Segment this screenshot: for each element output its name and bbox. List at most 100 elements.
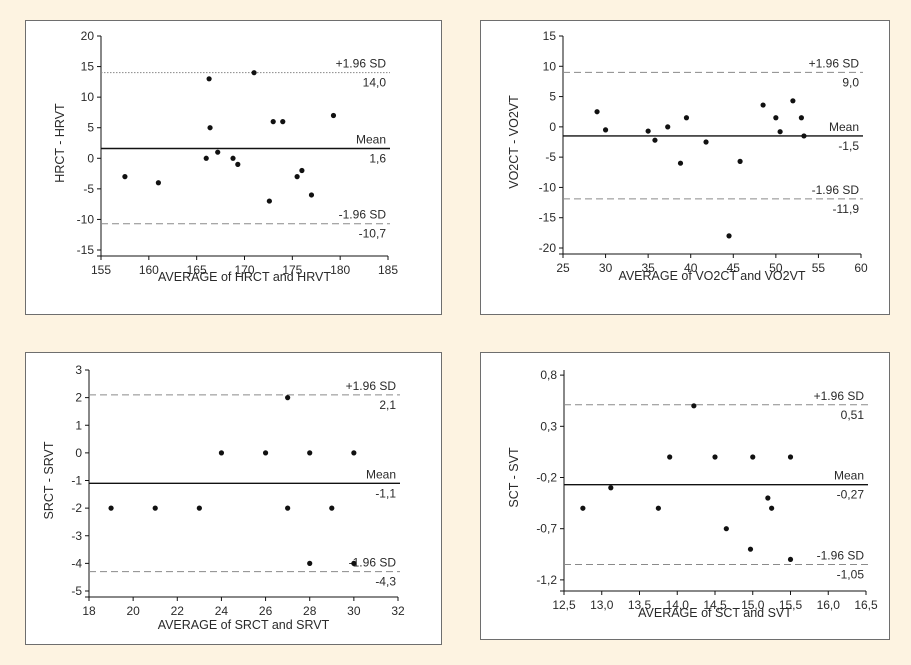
y-tick-label: -1,2 [536,573,557,587]
data-point [594,109,600,115]
data-point [602,127,609,133]
y-tick-label: -2 [71,501,82,515]
data-point [266,198,272,204]
data-point [108,505,114,511]
x-tick-label: 13,0 [590,598,614,612]
data-point [155,180,161,186]
data-point [790,98,796,104]
data-point [329,505,335,511]
y-tick-label: 0 [87,151,94,165]
y-tick-label: -0,2 [536,471,557,485]
x-axis-label: AVERAGE of SRCT and SRVT [158,618,330,632]
x-tick-label: 55 [812,261,826,275]
data-point [152,505,158,511]
reference-line-value-0: 2,1 [379,398,396,412]
panel-hr: 20 15 10 5 0 -5 -10 -15 155 160 165 170 175 180 185 +1.… [25,20,442,315]
reference-line-name-1: Mean [829,120,859,134]
x-tick-label: 26 [259,604,273,618]
data-point [196,505,202,511]
x-tick-label: 165 [187,263,207,277]
y-tick-label: -1 [71,474,82,488]
y-tick-label: 0,3 [540,419,557,433]
data-point [203,155,209,161]
x-tick-label: 50 [769,261,783,275]
reference-line-name-0: +1.96 SD [346,379,397,393]
data-point [351,450,357,456]
y-axis-label: SCT - SVT [507,447,521,508]
data-point [645,128,651,134]
reference-line-value-0: 14,0 [363,76,387,90]
data-point [712,454,718,460]
y-tick-label: -3 [71,529,82,543]
data-point [655,505,661,511]
y-tick-label: 3 [75,363,82,377]
data-point [765,495,771,501]
reference-line-value-1: -1,5 [838,139,859,153]
data-point [330,112,337,119]
y-tick-label: 20 [81,29,95,43]
reference-line-value-2: -11,9 [833,202,860,216]
x-tick-label: 185 [378,263,398,277]
data-point [703,139,709,145]
data-point [307,450,313,456]
panel-sr: 3 2 1 0 -1 -2 -3 -4 -5 18 20 22 24 26 28 30 32 +1.96 SD 2,… [25,352,442,645]
data-point [270,119,276,125]
reference-line-value-0: 9,0 [842,75,859,89]
x-axis-label: AVERAGE of HRCT and HRVT [158,270,331,284]
data-point [652,137,658,143]
data-point [726,233,732,239]
data-point [294,174,300,180]
x-tick-label: 20 [126,604,140,618]
data-point [667,454,673,460]
reference-line-name-0: +1.96 SD [809,56,860,70]
data-point [760,102,766,108]
data-point [207,125,213,131]
y-tick-label: 10 [81,90,95,104]
data-point [769,505,775,511]
data-point [608,485,614,491]
x-tick-label: 170 [234,263,254,277]
x-tick-label: 35 [641,261,655,275]
y-tick-label: 5 [87,121,94,135]
x-tick-label: 16,0 [817,598,841,612]
y-tick-label: 15 [81,60,95,74]
data-point [215,149,221,155]
x-tick-label: 15,0 [741,598,765,612]
x-tick-label: 25 [556,261,570,275]
x-tick-label: 40 [684,261,698,275]
data-point [251,70,257,76]
data-point [691,403,697,409]
x-tick-label: 180 [330,263,350,277]
x-tick-label: 15,5 [779,598,803,612]
data-point [737,158,743,164]
y-axis-label: VO2CT - VO2VT [507,95,521,189]
data-point [235,161,241,167]
y-tick-label: 0 [549,120,556,134]
x-tick-label: 45 [727,261,741,275]
data-point [308,192,315,198]
chart-hr: 20 15 10 5 0 -5 -10 -15 155 160 165 170 175 180 185 +1.… [53,29,398,284]
y-tick-label: 0,8 [540,368,557,382]
x-axis-label: AVERAGE of VO2CT and VO2VT [618,269,805,283]
y-axis-label: SRCT - SRVT [42,441,56,519]
reference-line-value-1: 1,6 [369,152,386,166]
x-tick-label: 32 [391,604,405,618]
y-tick-label: 15 [543,29,557,43]
reference-line-value-2: -1,05 [837,568,865,582]
data-point [280,119,286,125]
reference-line-name-1: Mean [356,133,386,147]
data-point [665,124,671,130]
reference-line-name-1: Mean [366,467,396,481]
data-point [677,160,684,166]
y-tick-label: -5 [71,584,82,598]
data-point [285,505,291,511]
y-tick-label: 1 [75,418,82,432]
reference-line-value-2: -4,3 [375,575,396,589]
data-point [787,556,794,563]
y-tick-label: 2 [75,391,82,405]
x-tick-label: 14,0 [666,598,690,612]
data-point [798,115,804,121]
reference-line-name-2: -1.96 SD [812,183,860,197]
